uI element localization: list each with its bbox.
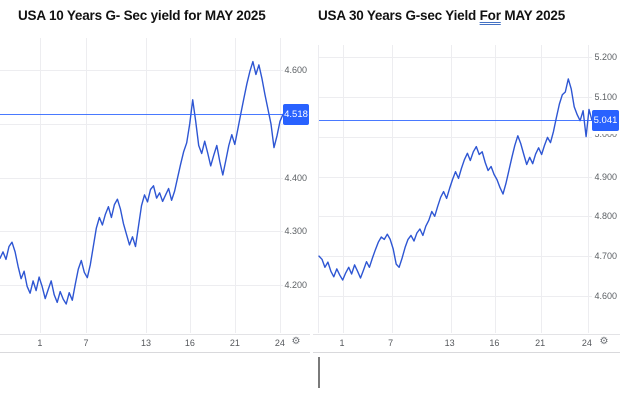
chart-title-30y: USA 30 Years G-sec Yield For MAY 2025 [318, 8, 565, 23]
title-grammar-underlined-word: For [479, 8, 501, 23]
text-cursor [318, 357, 320, 388]
plot-area-30y[interactable] [318, 45, 593, 333]
gridline-horizontal [319, 136, 592, 138]
title-text: MAY 2025 [500, 8, 566, 23]
current-price-line [0, 114, 283, 116]
plot-area-10y[interactable] [0, 38, 284, 333]
gridline-horizontal [319, 256, 592, 258]
gridline-horizontal [319, 296, 592, 297]
x-axis-label: 13 [444, 338, 455, 348]
yield-line-series [0, 60, 284, 305]
chart-panel-10y: USA 10 Years G- Sec yield for MAY 2025 4… [0, 0, 310, 353]
y-axis-label: 5.000 [594, 133, 617, 139]
chart-title-10y: USA 10 Years G- Sec yield for MAY 2025 [18, 8, 266, 23]
x-axis-label: 7 [83, 338, 89, 348]
gridline-vertical [146, 38, 147, 333]
title-text: USA 10 Years G- Sec yield for MAY 2025 [18, 8, 266, 23]
gridline-vertical [234, 38, 236, 333]
y-axis-label: 4.900 [594, 171, 617, 182]
time-axis-30y[interactable]: 1 7 13 16 21 24 [313, 334, 620, 352]
gridline-horizontal [0, 70, 283, 72]
gridline-vertical [587, 45, 589, 333]
last-price-badge: 5.041 [592, 109, 619, 131]
y-axis-label: 4.600 [594, 291, 617, 301]
y-axis-label: 4.700 [594, 251, 617, 262]
last-price-badge: 4.518 [283, 103, 309, 125]
gridline-vertical [279, 38, 281, 333]
x-axis-label: 24 [581, 338, 592, 348]
price-scale-30y[interactable]: 5.200 5.100 5.000 4.900 4.800 4.700 4.600 5.041 [592, 45, 620, 333]
gridline-horizontal [0, 177, 283, 179]
settings-gear-icon[interactable]: ⚙ [291, 336, 301, 347]
series-path [318, 78, 593, 281]
x-axis-label: 13 [140, 338, 152, 348]
current-price-line [319, 120, 592, 122]
gridline-horizontal [319, 176, 592, 178]
y-axis-label: 5.200 [594, 52, 617, 62]
gridline-vertical [86, 38, 87, 333]
gridline-vertical [343, 45, 344, 333]
gridline-horizontal [319, 96, 592, 98]
gridline-vertical [495, 45, 497, 333]
x-axis-label: 16 [184, 338, 195, 348]
x-axis-label: 21 [535, 338, 546, 348]
gridline-horizontal [0, 124, 283, 125]
settings-gear-icon[interactable]: ⚙ [599, 336, 609, 347]
y-axis-label: 4.400 [284, 172, 307, 183]
y-axis-label: 4.800 [594, 211, 617, 222]
x-axis-label: 24 [274, 338, 285, 348]
gridline-vertical [189, 38, 191, 333]
time-axis-10y[interactable]: 1 7 13 16 21 24 [0, 334, 310, 352]
gridline-horizontal [319, 216, 592, 218]
y-axis-label: 4.300 [284, 226, 307, 237]
gridline-horizontal [319, 57, 592, 58]
gridline-vertical [391, 45, 393, 333]
chart-panel-30y: USA 30 Years G-sec Yield For MAY 2025 5.… [313, 0, 620, 353]
y-axis-label: 5.100 [594, 91, 617, 102]
gridline-vertical [450, 45, 452, 333]
x-axis-label: 16 [489, 338, 500, 348]
x-axis-label: 1 [37, 338, 43, 348]
y-axis-label: 4.200 [284, 280, 307, 291]
series-path [0, 60, 284, 305]
y-axis-label: 4.600 [284, 65, 307, 76]
x-axis-label: 1 [339, 338, 345, 348]
title-text: USA 30 Years G-sec Yield [318, 8, 480, 23]
x-axis-label: 21 [229, 338, 240, 348]
gridline-horizontal [0, 231, 283, 233]
gridline-horizontal [0, 285, 283, 287]
yield-line-series [318, 78, 593, 281]
x-axis-label: 7 [388, 338, 394, 348]
gridline-vertical [541, 45, 543, 333]
gridline-vertical [39, 38, 41, 333]
